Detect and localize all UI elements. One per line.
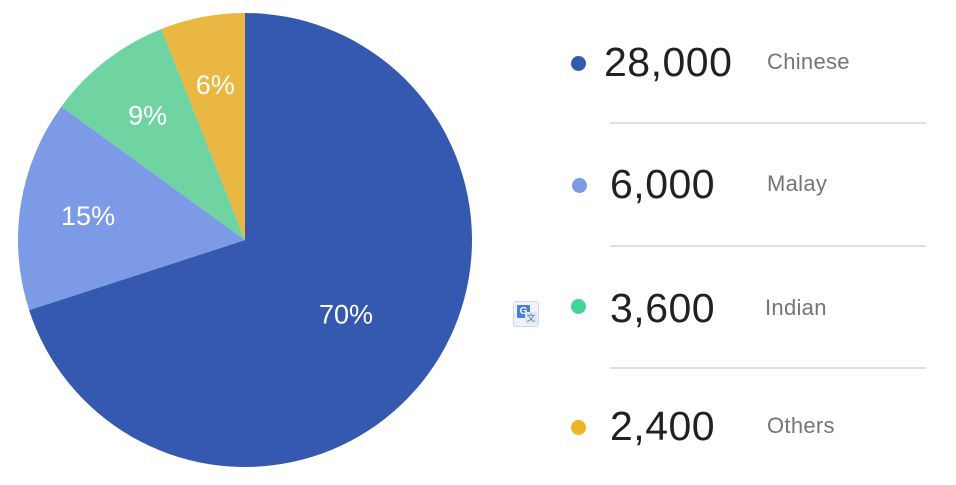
translate-x-glyph: 文 [525,312,537,324]
legend-divider [610,245,926,247]
google-translate-icon[interactable]: G 文 [513,301,539,327]
legend-item-malay: 6,000 Malay [560,153,930,213]
legend-dot-indian [571,299,586,314]
pie-slice-chinese [29,13,473,468]
pie-label-others: 6% [196,70,235,100]
legend-dot-chinese [571,56,586,71]
pie-label-indian: 9% [128,100,167,130]
legend-value-chinese: 28,000 [604,39,733,85]
pie-slice-indian [61,28,245,241]
legend-value-others: 2,400 [610,403,716,449]
legend-dot-others [571,420,586,435]
pie-chart: 70% 15% 9% 6% [18,13,473,468]
pie-label-malay: 15% [61,201,115,231]
pie-label-chinese: 70% [319,299,373,329]
legend-dot-malay [572,178,587,193]
pie-slice-malay [18,106,246,311]
pie-slice-others [161,13,245,240]
legend-name-malay: Malay [767,171,828,196]
legend-value-malay: 6,000 [610,161,716,207]
legend-divider [610,122,926,124]
legend-item-indian: 3,600 Indian [560,277,930,337]
legend-divider [610,367,926,369]
legend-value-indian: 3,600 [610,285,716,331]
legend-name-chinese: Chinese [767,49,850,74]
legend-item-others: 2,400 Others [560,395,930,455]
legend-name-others: Others [767,413,835,438]
legend-item-chinese: 28,000 Chinese [560,31,930,91]
legend-name-indian: Indian [765,295,827,320]
